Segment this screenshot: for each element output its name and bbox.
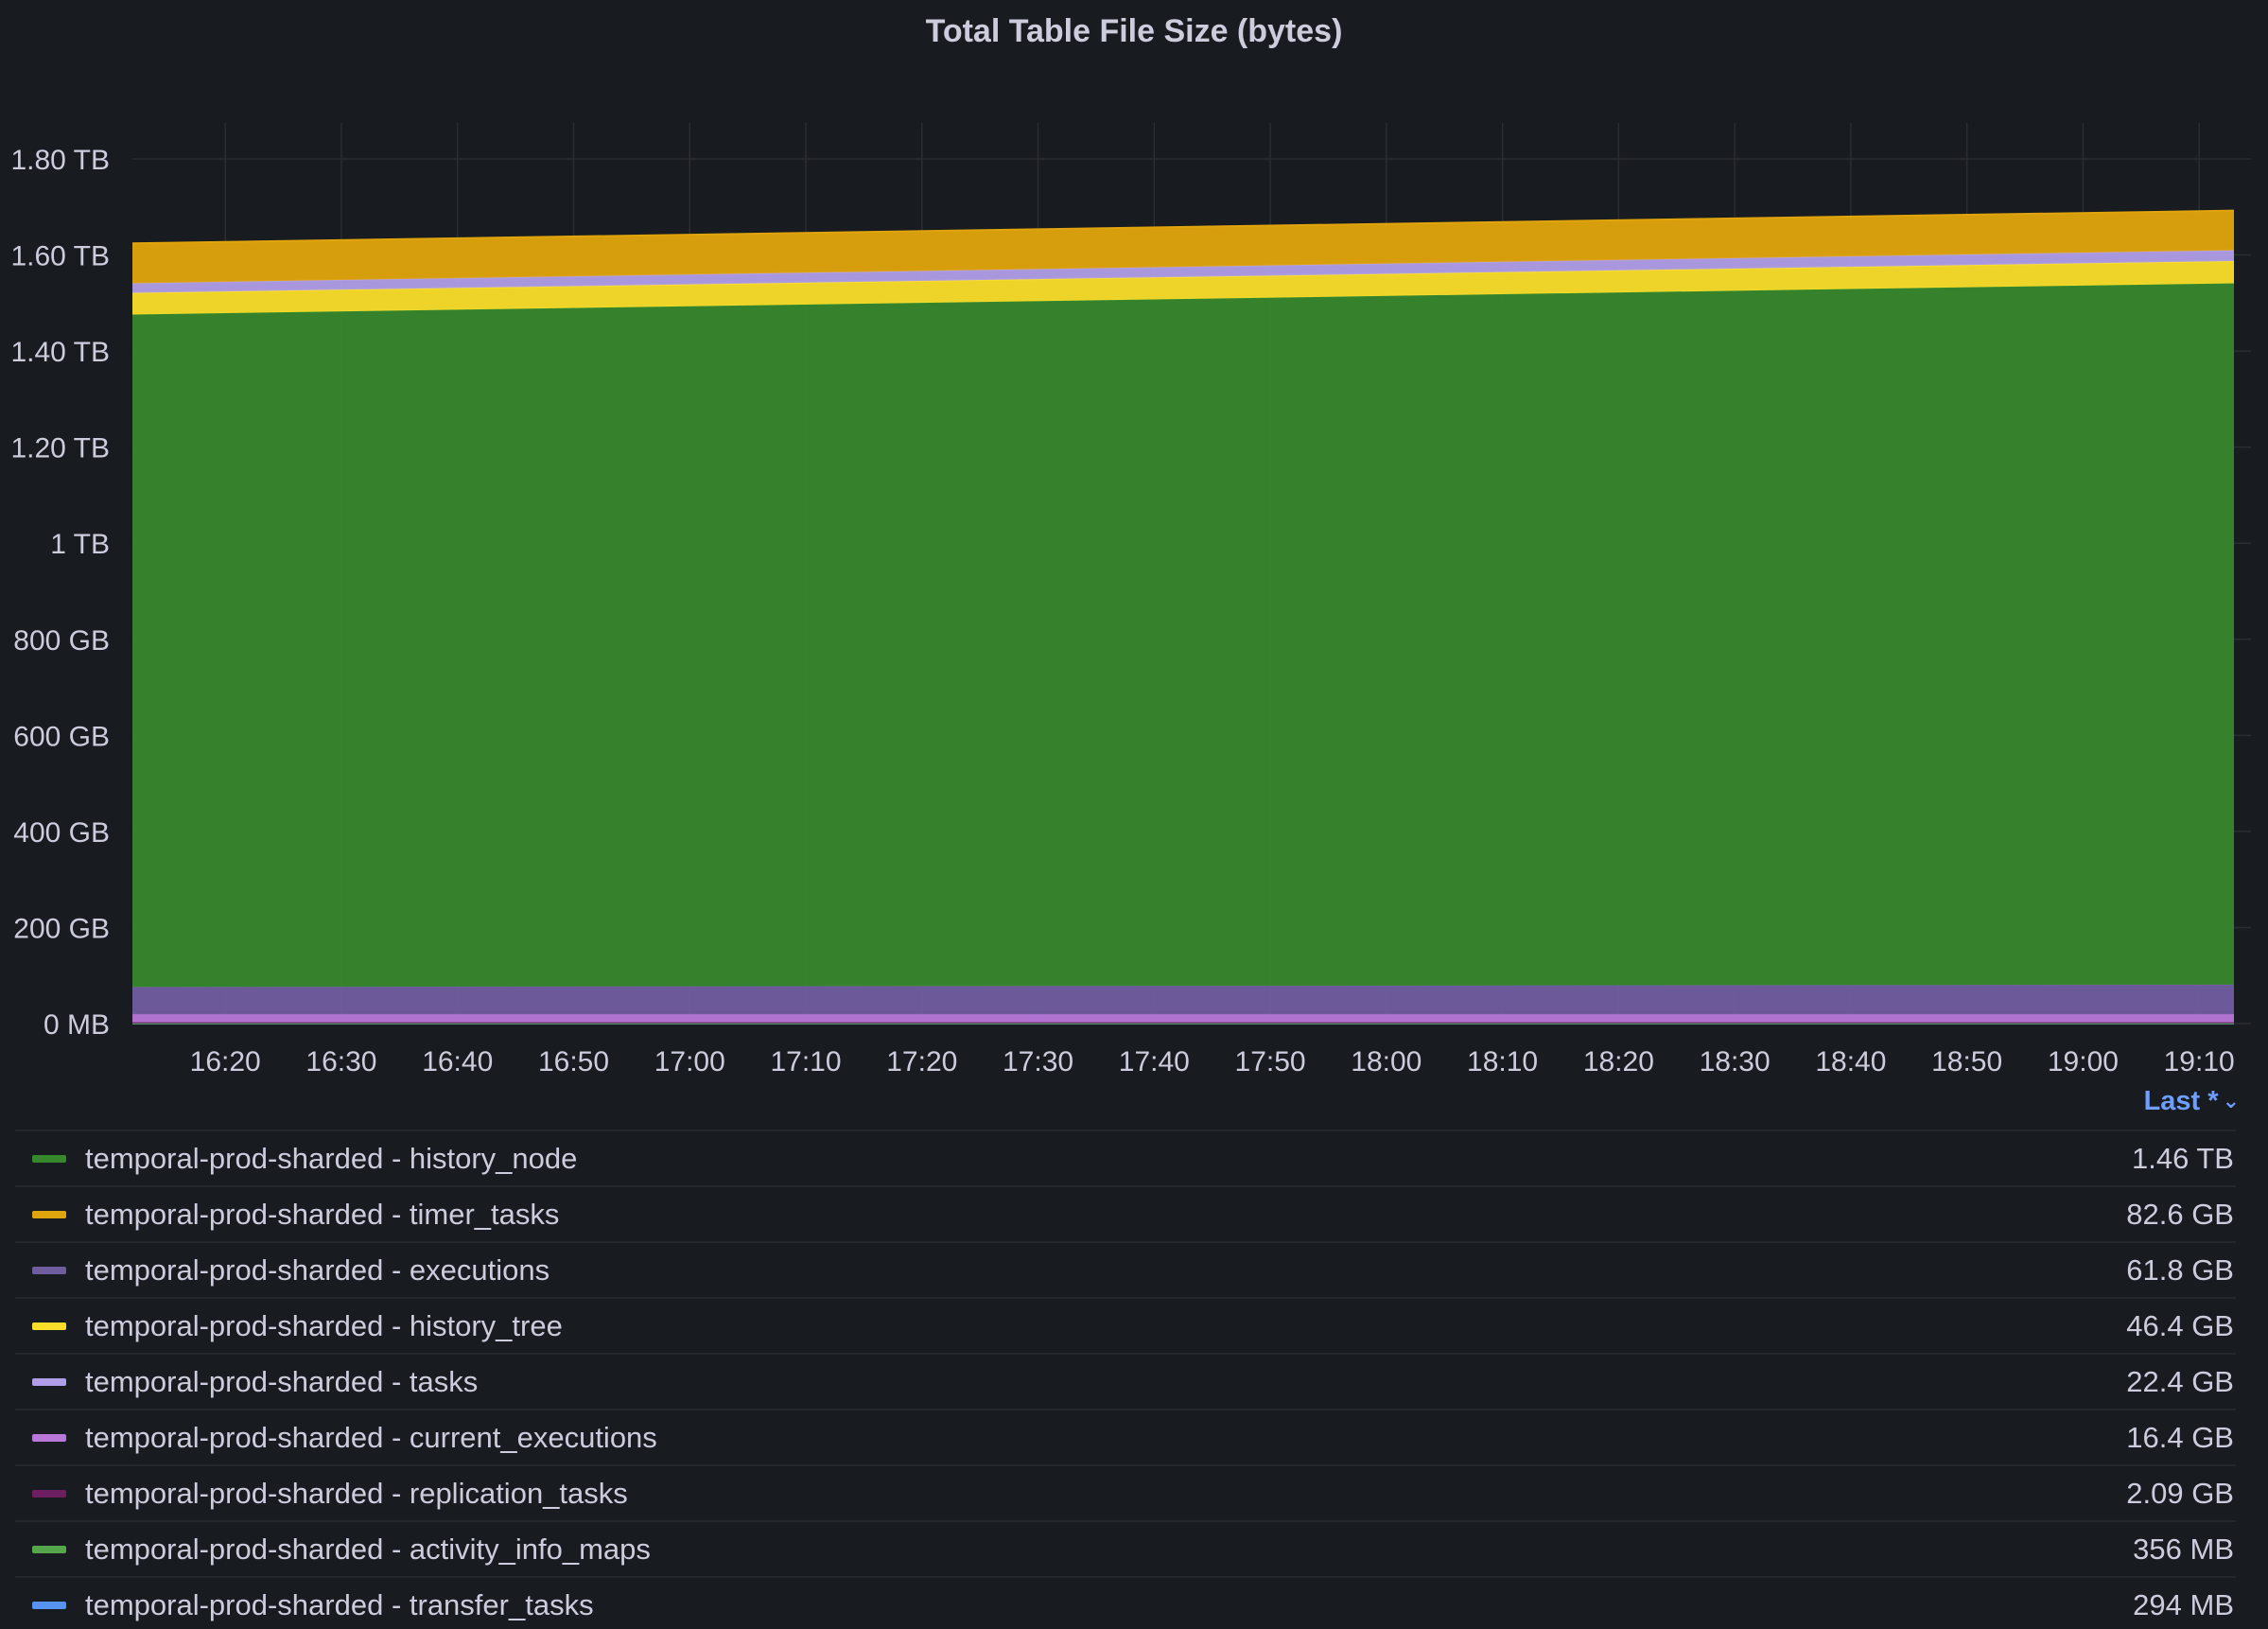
series-line [131, 282, 2235, 316]
legend-item-value: 16.4 GB [2126, 1420, 2234, 1454]
x-tick-label: 17:40 [1119, 1046, 1190, 1077]
legend-color-swatch [32, 1266, 66, 1274]
legend-item-value: 356 MB [2133, 1532, 2234, 1566]
chevron-down-icon: ⌄ [2222, 1089, 2240, 1112]
series-area [132, 260, 2234, 315]
legend-color-swatch [32, 1601, 66, 1609]
x-tick-label: 18:50 [1931, 1046, 2002, 1077]
x-tick-label: 18:20 [1583, 1046, 1654, 1077]
y-tick-label: 400 GB [13, 817, 110, 849]
y-tick-label: 600 GB [13, 721, 110, 752]
y-tick-label: 1.20 TB [10, 433, 110, 464]
legend-item[interactable]: temporal-prod-sharded - transfer_tasks 29… [15, 1576, 2236, 1623]
legend-sort-label: Last * [2143, 1086, 2219, 1116]
legend-sort-button[interactable]: Last * ⌄ [2144, 1086, 2240, 1117]
series-area [132, 210, 2234, 284]
legend-item-value: 294 MB [2133, 1587, 2234, 1621]
legend-item-value: 46.4 GB [2126, 1308, 2234, 1342]
legend-item-value: 82.6 GB [2126, 1197, 2234, 1231]
y-tick-label: 0 MB [44, 1009, 110, 1041]
legend-color-swatch [32, 1377, 66, 1386]
series-area [132, 1014, 2234, 1023]
legend-item[interactable]: temporal-prod-sharded - history_tree 46.4… [15, 1297, 2236, 1353]
legend-item-value: 61.8 GB [2126, 1252, 2234, 1287]
x-tick-label: 17:00 [654, 1046, 725, 1077]
y-tick-label: 1 TB [50, 529, 110, 560]
legend-item[interactable]: temporal-prod-sharded - replication_task… [15, 1464, 2236, 1520]
legend-table: temporal-prod-sharded - history_node 1.46… [15, 1130, 2236, 1623]
legend-item-label: temporal-prod-sharded - transfer_tasks [85, 1587, 594, 1621]
y-tick-label: 1.60 TB [10, 241, 110, 272]
legend-item[interactable]: temporal-prod-sharded - executions 61.8 G… [15, 1241, 2236, 1297]
x-tick-label: 17:50 [1235, 1046, 1306, 1077]
legend-item[interactable]: temporal-prod-sharded - timer_tasks 82.6 … [15, 1185, 2236, 1241]
legend-item[interactable]: temporal-prod-sharded - current_executio… [15, 1409, 2236, 1464]
x-tick-label: 18:40 [1815, 1046, 1886, 1077]
x-tick-label: 17:10 [770, 1046, 841, 1077]
x-tick-label: 18:10 [1467, 1046, 1538, 1077]
legend-item-label: temporal-prod-sharded - history_tree [85, 1308, 563, 1342]
legend-color-swatch [32, 1322, 66, 1330]
x-tick-label: 16:20 [190, 1046, 261, 1077]
series-area [132, 984, 2234, 1015]
y-tick-label: 1.80 TB [10, 145, 110, 176]
x-tick-label: 17:30 [1003, 1046, 1073, 1077]
legend-color-swatch [32, 1433, 66, 1442]
x-tick-label: 18:30 [1700, 1046, 1771, 1077]
legend-item-label: temporal-prod-sharded - history_node [85, 1141, 578, 1175]
x-tick-label: 19:10 [2164, 1046, 2235, 1077]
stacked-area-chart[interactable]: 0 MB 200 GB 400 GB 600 GB 800 GB 1 TB 1.20 TB 1… [0, 0, 2268, 1088]
series-line [131, 259, 2235, 294]
x-tick-label: 17:20 [886, 1046, 957, 1077]
legend-item[interactable]: temporal-prod-sharded - tasks 22.4 GB [15, 1353, 2236, 1409]
legend-item[interactable]: temporal-prod-sharded - activity_info_ma… [15, 1520, 2236, 1576]
y-tick-label: 1.40 TB [10, 337, 110, 368]
legend-item-label: temporal-prod-sharded - tasks [85, 1364, 479, 1398]
series-line [131, 209, 2235, 245]
legend-color-swatch [32, 1545, 66, 1553]
series-area [132, 283, 2234, 988]
x-tick-label: 19:00 [2048, 1046, 2119, 1077]
x-tick-label: 18:00 [1351, 1046, 1422, 1077]
legend-color-swatch [32, 1154, 66, 1163]
legend-item-value: 22.4 GB [2126, 1364, 2234, 1398]
x-tick-label: 16:40 [422, 1046, 493, 1077]
legend-item-value: 1.46 TB [2131, 1141, 2234, 1175]
legend-item-label: temporal-prod-sharded - replication_task… [85, 1476, 628, 1510]
legend-item-label: temporal-prod-sharded - timer_tasks [85, 1197, 560, 1231]
legend-color-swatch [32, 1489, 66, 1498]
legend-item[interactable]: temporal-prod-sharded - history_node 1.46… [15, 1130, 2236, 1185]
legend-color-swatch [32, 1210, 66, 1218]
legend-item-label: temporal-prod-sharded - executions [85, 1252, 550, 1287]
legend-item-value: 2.09 GB [2126, 1476, 2234, 1510]
legend-item-label: temporal-prod-sharded - activity_info_ma… [85, 1532, 651, 1566]
legend-item-label: temporal-prod-sharded - current_executio… [85, 1420, 657, 1454]
x-tick-label: 16:30 [305, 1046, 376, 1077]
y-tick-label: 800 GB [13, 625, 110, 657]
y-tick-label: 200 GB [13, 913, 110, 944]
series-area [132, 250, 2234, 293]
panel-title: Total Table File Size (bytes) [925, 13, 1343, 49]
x-tick-label: 16:50 [538, 1046, 609, 1077]
